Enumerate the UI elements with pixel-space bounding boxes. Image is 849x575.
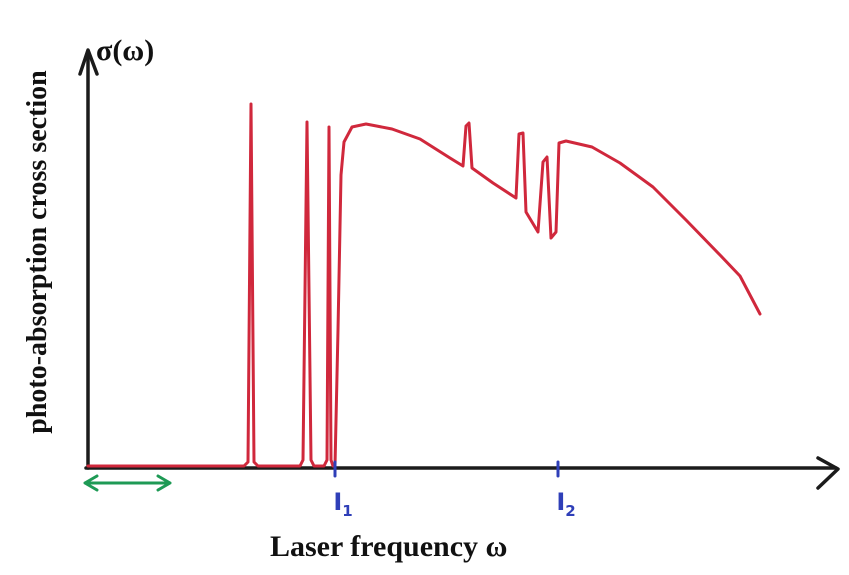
x-axis-label: Laser frequency ω <box>270 530 508 563</box>
y-axis-label: photo-absorption cross section <box>22 70 53 434</box>
spectrum-curve <box>86 102 762 468</box>
y-variable-label: σ(ω) <box>96 34 155 67</box>
y-axis-arrowhead <box>78 48 99 76</box>
x-axis-arrowhead <box>816 456 840 490</box>
threshold-label-1: I1 <box>333 488 353 520</box>
range-arrow <box>83 474 172 492</box>
threshold-label-2: I2 <box>556 488 576 520</box>
threshold-ticks <box>333 460 560 478</box>
